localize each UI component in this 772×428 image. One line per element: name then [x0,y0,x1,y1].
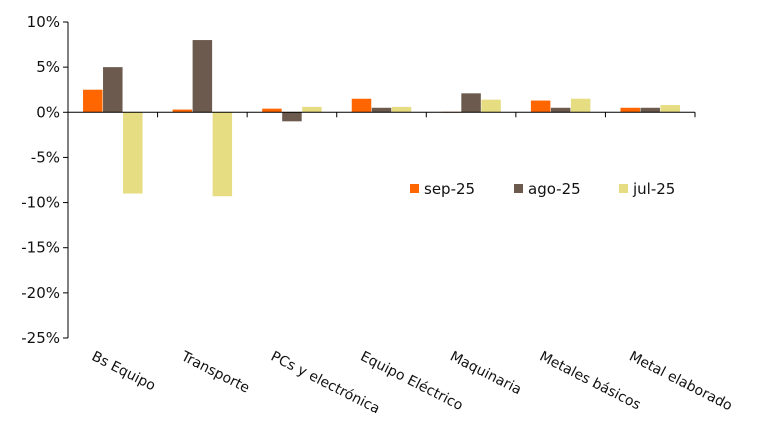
y-axis-ticks: 10% 5% 0% -5% -10% -15% -20% -25% [21,13,68,347]
bar-jul-25-0 [123,112,143,194]
bar-jul-25-1 [212,112,233,197]
legend-swatch-sep-25 [410,184,419,193]
x-axis-ticks: Bs Equipo Transporte PCs y electrónicaEqui… [67,112,735,417]
y-tick-label: -5% [31,148,60,166]
legend-swatch-jul-25 [619,184,628,193]
bar-jul-25-2 [302,106,322,113]
legend-label: jul-25 [632,180,675,198]
bar-jul-25-4 [481,99,501,113]
bar-sep-25-1 [172,109,193,113]
bar-jul-25-3 [391,106,412,113]
y-tick-label: 10% [27,13,60,31]
bar-ago-25-1 [192,40,213,113]
legend-label: sep-25 [424,180,475,198]
bar-ago-25-6 [640,107,660,113]
bar-sep-25-3 [351,98,372,113]
y-tick-label: -20% [21,284,60,302]
y-tick-label: 5% [36,58,60,76]
bar-sep-25-6 [620,107,640,113]
legend: sep-25 ago-25 jul-25 [410,180,675,198]
y-tick-label: 0% [36,103,60,121]
y-tick-label: -15% [21,239,60,257]
bars-group [83,40,680,197]
y-tick-label: -25% [21,329,60,347]
bar-jul-25-5 [570,98,591,113]
x-tick-label: Transporte [178,348,252,396]
bar-ago-25-4 [461,93,481,113]
bar-jul-25-6 [660,105,680,113]
bar-ago-25-2 [282,112,302,122]
x-tick-label: Bs Equipo [89,349,158,395]
legend-label: ago-25 [528,180,581,198]
x-tick-label: Metal elaborado [626,349,734,415]
x-tick-label: Metales básicos [537,349,643,414]
bar-ago-25-3 [371,107,392,113]
bar-sep-25-5 [530,100,551,113]
bar-ago-25-5 [550,107,571,113]
bar-sep-25-0 [83,89,103,113]
y-tick-label: -10% [21,194,60,212]
bar-ago-25-0 [103,67,123,113]
bar-sep-25-2 [262,108,282,113]
legend-swatch-ago-25 [514,184,523,193]
x-tick-label: Maquinaria [447,349,524,399]
